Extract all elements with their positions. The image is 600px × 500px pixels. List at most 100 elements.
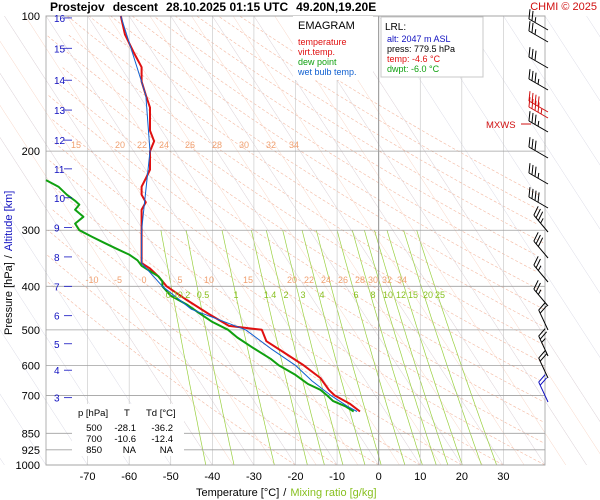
mixing-ratio-label: 12 — [396, 290, 406, 300]
altitude-tick-label: 4 — [54, 366, 60, 377]
wind-barb-feather — [528, 21, 531, 32]
wind-barb-half — [541, 338, 546, 343]
mixing-ratio-label: 0.1 — [166, 290, 179, 300]
wind-barb-shaft — [538, 309, 549, 331]
dry-adiabat — [110, 15, 543, 292]
dry-adiabat — [53, 186, 462, 466]
dry-adiabat — [218, 15, 539, 210]
theta-label: 15 — [71, 140, 81, 150]
mixing-ratio-label: 2 — [283, 290, 288, 300]
wind-barb-feather — [528, 111, 531, 122]
wind-barb-feather — [531, 164, 534, 175]
isotherm-skew — [212, 15, 504, 466]
temperature-tick-label: -20 — [288, 471, 304, 483]
theta-label: 0 — [141, 275, 146, 285]
dry-adiabat — [68, 34, 544, 346]
dry-adiabat — [52, 140, 546, 466]
wind-barb-shaft — [528, 146, 549, 159]
theta-label: 26 — [338, 275, 348, 285]
wind-barb — [533, 280, 549, 307]
mixing-ratio-line — [386, 230, 463, 466]
dry-adiabat — [62, 66, 542, 382]
altitude-tick-label: 14 — [54, 76, 66, 87]
isotherm-skew — [170, 15, 463, 466]
wind-barb-half — [534, 17, 537, 23]
mixing-ratio-label: 15 — [408, 290, 418, 300]
isotherm-skew — [0, 137, 213, 466]
theta-label: 24 — [159, 140, 169, 150]
wind-barb-feather — [528, 187, 531, 198]
wind-barb-half — [537, 78, 540, 85]
saturated-adiabat — [0, 40, 275, 466]
isotherm-skew — [0, 72, 255, 466]
wind-barb-feather — [531, 70, 534, 81]
altitude-tick-label: 9 — [54, 224, 60, 235]
wind-barb-feather — [528, 137, 531, 148]
table-cell-t-0: -28.1 — [114, 423, 136, 434]
theta-label: 34 — [289, 140, 299, 150]
wind-barb — [538, 350, 549, 379]
isotherm-skew — [0, 329, 88, 466]
wind-barb-feather — [528, 163, 531, 174]
isotherm-skew — [420, 15, 600, 294]
wind-barb-shaft — [538, 357, 549, 379]
isotherm-skew — [128, 15, 421, 466]
mixing-ratio-label: 20 — [423, 290, 433, 300]
theta-label: 5 — [177, 275, 182, 285]
altitude-tick-label: 10 — [54, 194, 66, 205]
lrl-dwpt: dwpt: -6.0 °C — [387, 64, 440, 74]
mixing-ratio-label: 25 — [435, 290, 445, 300]
wind-barb-feather — [533, 256, 539, 266]
wind-barb-feather — [534, 114, 537, 125]
wind-barb — [528, 47, 549, 69]
table-cell-p-2: 850 — [86, 445, 102, 456]
wind-barb — [528, 21, 549, 43]
temperature-tick-label: 0 — [376, 471, 382, 483]
pressure-tick-label: 925 — [22, 445, 40, 457]
legend: EMAGRAM temperature virt.temp. dew point… — [293, 16, 373, 80]
wind-barb — [528, 69, 549, 91]
theta-label: 15 — [243, 275, 253, 285]
wind-barb-shaft — [538, 381, 549, 403]
wind-barb-feather — [528, 9, 531, 20]
wind-barb-feather — [539, 331, 548, 340]
theta-label: -5 — [114, 275, 122, 285]
wind-barb-shaft — [528, 106, 549, 119]
wind-barb-feather — [537, 211, 544, 221]
dry-adiabat — [67, 15, 543, 327]
wind-barb-feather — [539, 377, 548, 386]
mixing-ratio-label: 1.4 — [264, 290, 277, 300]
temperature-tick-label: -70 — [80, 471, 96, 483]
temperature-tick-label: 10 — [414, 471, 426, 483]
table-cell-td-0: -36.2 — [151, 423, 173, 434]
wind-barb-feather — [534, 50, 537, 61]
wind-barb-shaft — [533, 288, 549, 307]
wind-barb-shaft — [528, 172, 549, 185]
dry-adiabat — [47, 229, 379, 466]
lrl-press: press: 779.5 hPa — [387, 44, 455, 54]
mixing-ratio-label: 0.2 — [178, 290, 191, 300]
wind-barb-feather — [537, 102, 540, 113]
dry-adiabat — [52, 119, 543, 443]
wind-barb-feather — [535, 234, 541, 245]
temperature-tick-label: -50 — [163, 471, 179, 483]
wind-barb-feather — [534, 140, 537, 151]
isotherm-skew — [253, 15, 546, 466]
legend-item-wet-bulb: wet bulb temp. — [297, 67, 357, 77]
altitude-tick-label: 12 — [54, 136, 66, 147]
wind-barb-half — [537, 265, 542, 271]
temperature-series — [119, 15, 361, 413]
wind-barb — [528, 137, 549, 159]
mixing-ratio-line — [351, 230, 423, 466]
pressure-tick-label: 500 — [22, 325, 40, 337]
wind-barb-feather — [531, 98, 534, 109]
copyright-text: CHMI © 2025 — [530, 1, 597, 13]
dry-adiabat — [52, 209, 421, 466]
lrl-temp: temp: -4.6 °C — [387, 54, 441, 64]
altitude-tick-label: 13 — [54, 106, 66, 117]
wind-barb-half — [534, 29, 537, 35]
wind-barb-feather — [538, 328, 546, 337]
isotherm-skew — [295, 15, 587, 466]
dry-adiabat — [45, 34, 542, 363]
dry-adiabat — [47, 94, 543, 422]
